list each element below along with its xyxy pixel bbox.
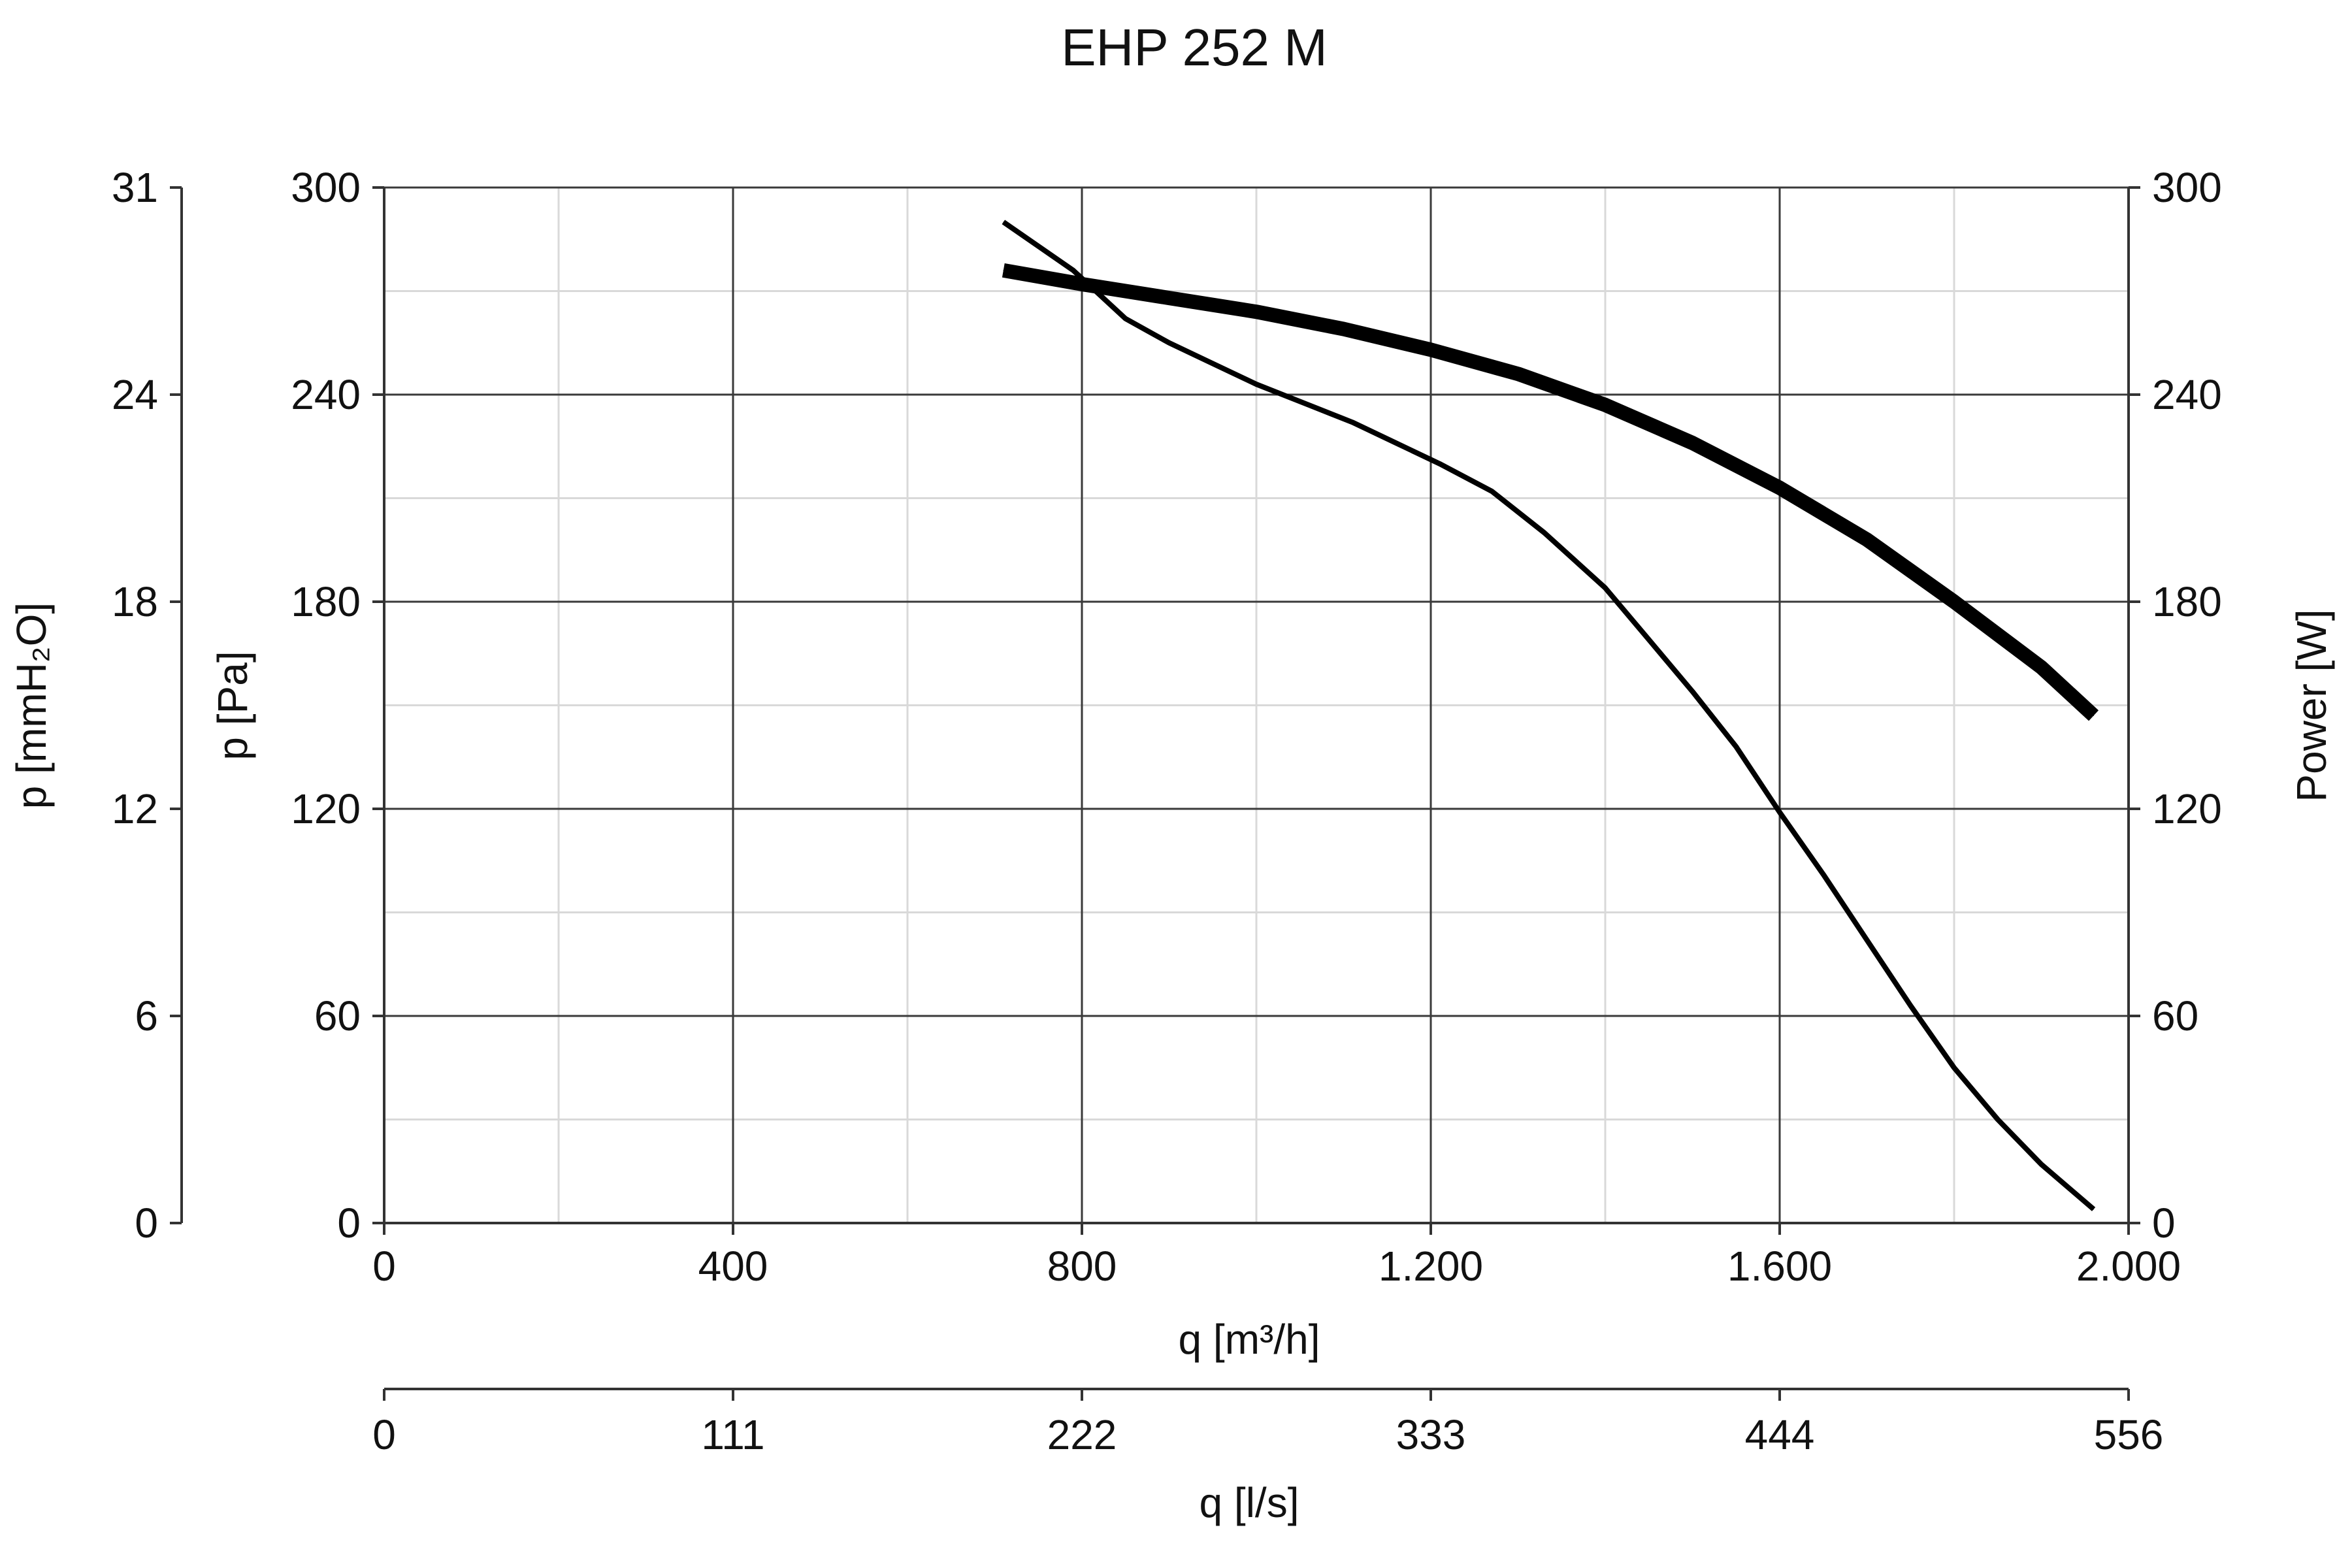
pressure-point — [2041, 1164, 2042, 1165]
y2-tick-label: 31 — [112, 164, 158, 211]
y3-tick-label: 0 — [2152, 1200, 2176, 1247]
axes — [170, 186, 2140, 1401]
y-tick-label: 120 — [291, 785, 361, 832]
chart-title: EHP 252 M — [1061, 18, 1328, 76]
power-point — [1692, 442, 1693, 444]
pressure-point — [1605, 587, 1606, 589]
x-tick-label: 0 — [372, 1243, 396, 1290]
x-tick-label: 2.000 — [2076, 1243, 2181, 1290]
pressure-point — [1692, 691, 1693, 692]
x-tick-label: 1.200 — [1379, 1243, 1483, 1290]
pressure-curve — [1002, 220, 2096, 1211]
y3-tick-label: 180 — [2152, 578, 2222, 625]
power-point — [1605, 404, 1606, 406]
y-tick-label: 60 — [314, 992, 361, 1039]
y2-axis-title: p [mmH₂O] — [8, 602, 55, 809]
pressure-point — [1003, 221, 1004, 223]
y2-tick-label: 6 — [135, 992, 158, 1039]
x-tick-label: 400 — [698, 1243, 768, 1290]
x2-tick-label: 111 — [701, 1411, 764, 1458]
x2-tick-label: 556 — [2094, 1411, 2164, 1458]
y-axis-title: p [Pa] — [209, 651, 256, 760]
x2-tick-label: 0 — [372, 1411, 396, 1458]
y3-tick-label: 240 — [2152, 371, 2222, 418]
grid — [383, 186, 2130, 1224]
y-tick-label: 240 — [291, 371, 361, 418]
y2-tick-label: 0 — [135, 1200, 158, 1247]
x2-tick-label: 222 — [1047, 1411, 1117, 1458]
pressure-point — [1910, 1005, 1911, 1006]
x2-tick-label: 444 — [1745, 1411, 1815, 1458]
y3-tick-label: 300 — [2152, 164, 2222, 211]
y-tick-label: 180 — [291, 578, 361, 625]
y3-tick-label: 120 — [2152, 785, 2222, 832]
power-point — [2093, 715, 2095, 716]
y-tick-label: 0 — [337, 1200, 361, 1247]
x2-tick-label: 333 — [1396, 1411, 1466, 1458]
x-axis-title: q [m³/h] — [1179, 1316, 1320, 1363]
y2-tick-label: 12 — [112, 785, 158, 832]
y2-tick-label: 18 — [112, 578, 158, 625]
y-tick-label: 300 — [291, 164, 361, 211]
power-curve — [1002, 263, 2099, 721]
pressure-point — [1256, 384, 1257, 385]
pressure-point — [1735, 746, 1737, 747]
y2-tick-label: 24 — [112, 371, 158, 418]
power-point — [2041, 666, 2042, 668]
x-tick-label: 800 — [1047, 1243, 1117, 1290]
y3-axis-title: Power [W] — [2288, 609, 2335, 802]
y3-tick-label: 60 — [2152, 992, 2198, 1039]
x2-axis-title: q [l/s] — [1200, 1479, 1299, 1526]
series — [1002, 220, 2099, 1211]
pressure-point — [1125, 318, 1126, 319]
pressure-point — [1997, 1119, 1999, 1120]
x-tick-label: 1.600 — [1727, 1243, 1832, 1290]
pressure-point — [1439, 463, 1440, 465]
